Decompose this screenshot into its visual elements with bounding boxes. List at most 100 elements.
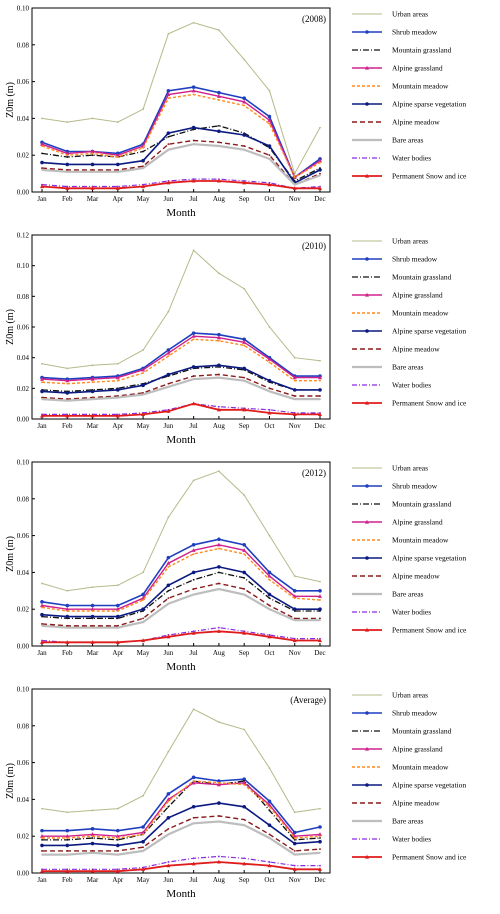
series-point <box>242 804 246 809</box>
x-tick-label: Sep <box>239 876 250 884</box>
legend-label: Shrub meadow <box>392 709 438 718</box>
legend-label: Mountain grassland <box>392 500 452 509</box>
series-point <box>268 534 271 537</box>
series-point <box>192 378 195 381</box>
series-point <box>242 630 247 635</box>
series-line <box>41 180 320 190</box>
series-point <box>167 750 170 753</box>
series-point <box>167 355 170 358</box>
series-point <box>142 794 144 797</box>
series-point <box>90 603 95 608</box>
series-point <box>318 638 322 643</box>
series-point <box>142 146 144 149</box>
series-point <box>142 599 144 601</box>
y-tick-label: 0.04 <box>17 115 30 123</box>
x-tick-label: Aug <box>213 422 226 430</box>
series-point <box>216 782 221 787</box>
series-point <box>319 174 321 177</box>
series-point <box>242 133 246 137</box>
legend-label: Permanent Snow and ice <box>392 626 467 635</box>
series-point <box>66 154 69 157</box>
series-point <box>166 348 171 352</box>
chart-svg-average: 0.00 0.02 0.04 0.06 0.08 0.10 Jan Feb Mar Apr May J… <box>5 686 467 901</box>
series-point <box>216 629 221 633</box>
x-tick-label: May <box>137 422 150 430</box>
series-point <box>66 156 69 158</box>
x-tick-label: Oct <box>264 876 274 884</box>
series-point <box>91 837 94 839</box>
series-point <box>91 364 94 367</box>
series-point <box>319 864 321 867</box>
series-point <box>268 604 271 607</box>
series-point <box>218 626 220 629</box>
y-axis-label: Z0m (m) <box>5 763 16 799</box>
legend-label: Alpine sparse vegetation <box>392 327 466 336</box>
x-axis-label: Month <box>166 661 196 673</box>
series-point <box>292 830 297 835</box>
legend-label: Mountain grassland <box>392 46 452 55</box>
plot-frame <box>31 461 331 647</box>
series-point <box>242 337 246 342</box>
y-tick-label: 0.08 <box>17 293 30 301</box>
series-point <box>66 170 69 173</box>
series-point <box>218 29 220 31</box>
x-tick-label: Nov <box>289 876 302 884</box>
legend-marker <box>365 711 369 715</box>
series-point <box>115 413 120 418</box>
legend-marker <box>365 102 369 106</box>
series-point <box>91 117 94 120</box>
series-point <box>268 837 271 839</box>
series-point <box>66 850 69 852</box>
y-tick-label: 0.04 <box>17 354 30 362</box>
series-point <box>115 375 120 380</box>
series-point <box>41 167 43 169</box>
x-tick-label: Nov <box>289 649 302 657</box>
series-point <box>65 378 70 383</box>
series-point <box>41 853 43 856</box>
legend-label: Shrub meadow <box>392 255 438 264</box>
x-tick-label: Oct <box>264 195 274 203</box>
legend-marker <box>365 30 369 34</box>
series-point <box>116 162 120 167</box>
series-point <box>267 144 272 148</box>
series-point <box>192 578 195 581</box>
series-point <box>243 824 246 827</box>
x-tick-label: Jan <box>37 422 47 430</box>
series-point <box>242 180 247 185</box>
x-tick-label: Apr <box>112 195 124 203</box>
legend-label: Alpine grassland <box>392 745 443 754</box>
series-point <box>167 805 170 808</box>
x-tick-label: Jun <box>163 195 173 203</box>
series-point <box>116 170 119 173</box>
series-point <box>40 834 44 838</box>
series-point <box>40 603 44 608</box>
series-point <box>66 811 69 814</box>
legend-marker <box>365 854 369 859</box>
y-tick-label: 0.00 <box>17 643 30 651</box>
series-point <box>141 825 145 829</box>
series-point <box>267 378 272 383</box>
series-point <box>191 570 196 575</box>
series-point <box>268 805 271 808</box>
series-point <box>218 781 220 784</box>
series-point <box>293 379 296 382</box>
series-point <box>268 578 271 581</box>
chart-svg-2008: 0.00 0.02 0.04 0.06 0.08 0.10 Jan Feb Mar Apr May J… <box>5 5 467 220</box>
series-point <box>267 114 272 119</box>
series-point <box>167 97 170 100</box>
legend-label: Water bodies <box>392 835 431 844</box>
series-point <box>91 626 94 629</box>
series-point <box>318 412 322 416</box>
series-point <box>319 835 321 838</box>
series-point <box>292 412 297 416</box>
series-point <box>243 728 246 731</box>
series-point <box>218 373 220 376</box>
series-point <box>191 365 196 369</box>
legend-label: Mountain grassland <box>392 727 452 736</box>
series-point <box>268 390 271 393</box>
series-point <box>192 588 195 590</box>
series-point <box>41 169 43 171</box>
series-point <box>41 381 43 384</box>
series-point <box>91 381 94 384</box>
series-point <box>192 21 195 24</box>
